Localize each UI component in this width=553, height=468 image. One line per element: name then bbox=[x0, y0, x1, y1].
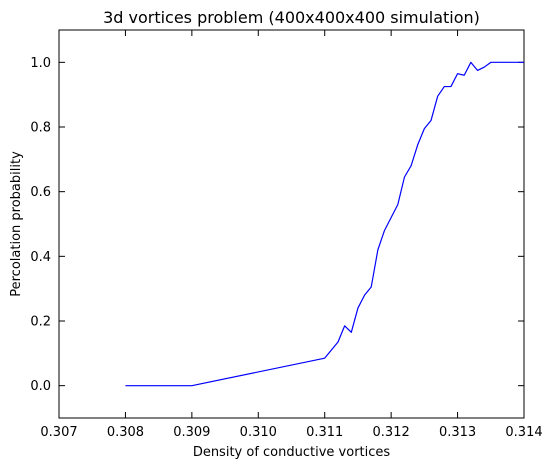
x-axis-label: Density of conductive vortices bbox=[193, 445, 391, 460]
chart-title: 3d vortices problem (400x400x400 simulat… bbox=[103, 8, 480, 27]
y-tick-label: 1.0 bbox=[30, 56, 51, 71]
x-tick-label: 0.311 bbox=[306, 425, 343, 440]
plot-frame bbox=[58, 29, 525, 419]
y-axis: 0.0 0.2 0.4 0.6 0.8 1.0 bbox=[30, 56, 524, 394]
x-tick-label: 0.308 bbox=[107, 425, 144, 440]
x-tick-label: 0.307 bbox=[40, 425, 77, 440]
x-tick-label: 0.313 bbox=[439, 425, 476, 440]
x-tick-label: 0.314 bbox=[505, 425, 542, 440]
y-tick-label: 0.0 bbox=[30, 379, 51, 394]
x-tick-label: 0.310 bbox=[240, 425, 277, 440]
x-tick-label: 0.312 bbox=[373, 425, 410, 440]
x-axis: 0.307 0.308 0.309 0.310 0.311 0.312 0.313 0.314 bbox=[40, 30, 543, 440]
y-tick-label: 0.2 bbox=[30, 315, 51, 330]
y-tick-label: 0.6 bbox=[30, 185, 51, 200]
y-tick-label: 0.4 bbox=[30, 250, 51, 265]
y-axis-label: Percolation probability bbox=[9, 151, 24, 297]
series-layer bbox=[125, 61, 524, 387]
series-line bbox=[125, 61, 524, 387]
y-tick-label: 0.8 bbox=[30, 121, 51, 136]
x-tick-label: 0.309 bbox=[173, 425, 210, 440]
